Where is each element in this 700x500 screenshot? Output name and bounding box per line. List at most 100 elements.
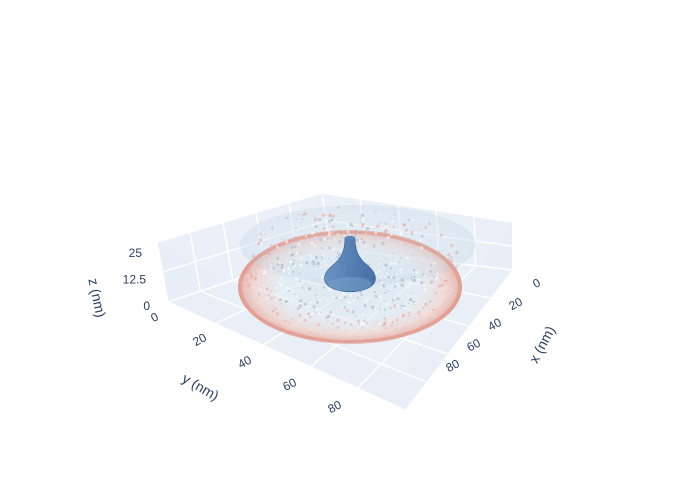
- volume-voxel: [396, 272, 399, 275]
- volume-voxel: [357, 294, 359, 296]
- volume-voxel: [452, 273, 454, 276]
- volume-voxel: [290, 253, 295, 257]
- volume-voxel: [328, 246, 332, 250]
- volume-voxel: [267, 294, 270, 296]
- volume-voxel: [359, 221, 361, 224]
- volume-voxel: [391, 320, 395, 324]
- volume-voxel: [298, 249, 300, 251]
- volume-voxel: [393, 262, 398, 266]
- volume-voxel: [337, 253, 341, 257]
- volume-top-disk: [240, 205, 476, 285]
- volume-voxel: [324, 224, 326, 226]
- volume-voxel: [358, 322, 361, 325]
- volume-voxel: [362, 326, 364, 329]
- volume-voxel: [417, 310, 421, 314]
- volume-voxel: [449, 259, 454, 263]
- volume-voxel: [378, 222, 380, 225]
- volume-voxel: [423, 285, 426, 288]
- volume-voxel: [433, 262, 436, 265]
- volume-voxel: [322, 286, 326, 289]
- volume-voxel: [275, 307, 278, 310]
- volume-voxel: [399, 272, 402, 274]
- volume-voxel: [391, 288, 393, 291]
- volume-voxel: [436, 272, 440, 275]
- volume-voxel: [365, 321, 368, 324]
- volume-voxel: [273, 296, 276, 299]
- volume-voxel: [279, 271, 281, 273]
- volume-voxel: [265, 257, 268, 259]
- volume-voxel: [389, 306, 392, 310]
- volume-voxel: [343, 234, 346, 236]
- volume-voxel: [328, 219, 332, 223]
- volume-voxel: [361, 321, 365, 326]
- volume-voxel: [336, 318, 340, 322]
- volume-voxel: [309, 254, 313, 258]
- volume-voxel: [270, 264, 273, 266]
- volume-voxel: [379, 276, 382, 280]
- volume-voxel: [414, 275, 416, 278]
- volume-voxel: [387, 275, 391, 279]
- volume-voxel: [430, 240, 432, 242]
- volume-voxel: [307, 287, 312, 291]
- volume-voxel: [321, 276, 324, 278]
- volume-voxel: [322, 296, 325, 299]
- volume-voxel: [365, 244, 368, 246]
- volume-voxel: [270, 297, 273, 300]
- volume-voxel: [407, 314, 410, 317]
- volume-voxel: [386, 236, 390, 240]
- volume-voxel: [397, 284, 400, 287]
- volume-voxel: [284, 238, 286, 241]
- volume-voxel: [420, 228, 422, 231]
- volume-voxel: [285, 216, 289, 220]
- volume-voxel: [410, 277, 413, 280]
- volume-voxel: [288, 251, 291, 254]
- x-tick-label: 0: [530, 275, 543, 291]
- volume-voxel: [329, 310, 333, 314]
- volume-voxel: [282, 269, 286, 273]
- volume-voxel: [334, 298, 336, 300]
- volume-voxel: [324, 228, 327, 232]
- volume-voxel: [338, 240, 342, 244]
- volume-voxel: [298, 304, 303, 308]
- volume-voxel: [380, 284, 382, 286]
- volume-voxel: [351, 310, 355, 314]
- volume-voxel: [419, 239, 423, 243]
- volume-voxel: [309, 315, 312, 319]
- z-tick-label: 0: [143, 299, 150, 313]
- volume-voxel: [269, 292, 271, 294]
- volume-voxel: [313, 215, 316, 217]
- volume-voxel: [295, 295, 298, 298]
- volume-voxel: [343, 321, 347, 325]
- volume-voxel: [301, 230, 303, 233]
- volume-voxel: [266, 288, 269, 291]
- volume-voxel: [309, 282, 311, 284]
- volume-voxel: [424, 305, 426, 307]
- volume-voxel: [271, 305, 274, 308]
- volume-voxel: [374, 271, 378, 275]
- volume-voxel: [255, 272, 258, 275]
- volume-voxel: [314, 294, 317, 297]
- volume-voxel: [303, 318, 307, 322]
- volume-voxel: [319, 298, 322, 302]
- volume-voxel: [363, 299, 365, 301]
- volume-voxel: [370, 305, 375, 309]
- volume-voxel: [360, 293, 364, 297]
- volume-voxel: [335, 296, 339, 300]
- volume-voxel: [278, 281, 281, 285]
- x-tick-label: 40: [485, 315, 504, 334]
- isosurface-bell: [324, 235, 376, 293]
- volume-voxel: [413, 303, 415, 306]
- volume-voxel: [354, 314, 357, 317]
- volume-voxel: [402, 314, 405, 318]
- volume-voxel: [251, 277, 253, 279]
- volume-voxel: [356, 239, 359, 242]
- volume-voxel: [307, 313, 310, 316]
- volume-voxel: [323, 294, 325, 297]
- volume-voxel: [345, 309, 349, 312]
- volume-voxel: [416, 270, 420, 273]
- volume-voxel: [279, 276, 282, 279]
- volume-voxel: [428, 222, 431, 226]
- volume-voxel: [374, 231, 378, 235]
